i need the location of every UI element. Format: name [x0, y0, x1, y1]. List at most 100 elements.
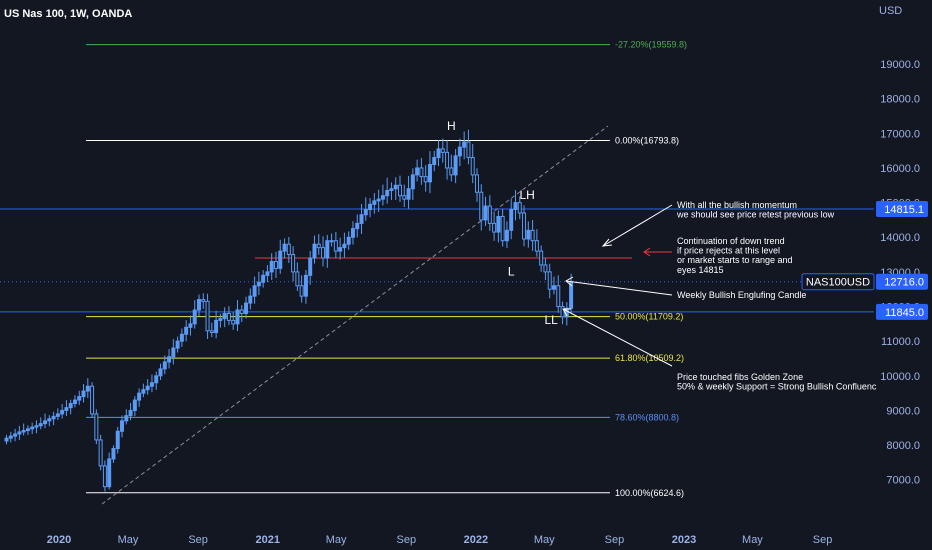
- candle-body: [124, 415, 129, 422]
- candle: [265, 265, 270, 283]
- candle-body: [312, 243, 317, 259]
- candle-body: [72, 399, 77, 405]
- annotation-line: or market starts to range and: [677, 255, 793, 265]
- candle: [51, 411, 56, 426]
- wave-label: LL: [544, 313, 558, 327]
- candle-body: [445, 151, 450, 169]
- candle: [17, 425, 22, 441]
- candle-body: [496, 215, 501, 233]
- wave-label: H: [447, 119, 456, 133]
- arrow-retest: [602, 204, 673, 247]
- candle-body: [398, 184, 403, 197]
- candle-body: [13, 433, 18, 437]
- candle-body: [342, 243, 347, 249]
- candle-body: [115, 430, 120, 450]
- candle: [291, 246, 296, 282]
- candle-body: [8, 435, 13, 439]
- candle: [569, 273, 574, 314]
- candle-body: [427, 163, 432, 183]
- candle-body: [551, 285, 556, 290]
- y-tick-label: 14000.0: [880, 232, 920, 244]
- candle: [171, 339, 176, 365]
- candle-body: [462, 141, 467, 148]
- candle-body: [68, 403, 73, 409]
- candle: [120, 415, 125, 438]
- candle-body: [4, 437, 9, 442]
- candle: [346, 231, 351, 250]
- y-tick-label: 18000.0: [880, 94, 920, 106]
- candle-body: [393, 184, 398, 190]
- fib-level-label: 61.80%(10509.2): [615, 353, 684, 363]
- chart-title: US Nas 100, 1W, OANDA: [4, 8, 132, 20]
- candle: [350, 221, 355, 245]
- annotation-line: we should see price retest previous low: [676, 210, 835, 220]
- candle: [162, 355, 167, 375]
- candle-body: [175, 340, 180, 349]
- horizontal-lines[interactable]: [0, 208, 874, 313]
- x-tick-label: May: [118, 534, 139, 546]
- candle: [440, 138, 445, 163]
- candle-body: [291, 254, 296, 273]
- candle: [432, 150, 437, 172]
- candle: [487, 195, 492, 231]
- candle: [205, 293, 210, 340]
- annotation-arrows[interactable]: [562, 204, 673, 367]
- candle: [475, 168, 479, 202]
- candle: [286, 237, 291, 263]
- wave-label: L: [508, 264, 515, 278]
- x-tick-label: May: [742, 534, 763, 546]
- candle: [235, 300, 240, 332]
- candle-body: [432, 157, 437, 165]
- candle: [256, 271, 261, 295]
- candle-body: [51, 415, 56, 420]
- price-axis[interactable]: 19000.018000.017000.016000.015000.014000…: [801, 59, 928, 487]
- candle-body: [449, 167, 454, 176]
- annotation-note[interactable]: Weekly Bullish Englufing Candle: [677, 290, 806, 300]
- candle-body: [534, 240, 539, 252]
- candle-body: [325, 240, 330, 259]
- symbol-tag-label: NAS100USD: [806, 277, 870, 289]
- candle-body: [492, 222, 497, 233]
- candle-body: [145, 385, 150, 391]
- fibonacci-retracement[interactable]: -27.20%(19559.8) 0.00%(16793.8) 50.00%(117…: [86, 40, 687, 498]
- candle-body: [504, 229, 509, 242]
- candle-body: [333, 240, 338, 252]
- candle: [526, 221, 531, 248]
- fib-level-label: 78.60%(8800.8): [615, 412, 679, 422]
- candle: [543, 258, 548, 280]
- candle: [398, 175, 403, 202]
- x-tick-label: Sep: [188, 534, 208, 546]
- symbol-tag: NAS100USD: [801, 273, 875, 291]
- candle: [128, 402, 133, 421]
- candle: [197, 294, 201, 317]
- y-tick-label: 9000.0: [886, 405, 920, 417]
- candle: [517, 196, 522, 220]
- candle: [231, 311, 236, 330]
- candle-body: [329, 240, 334, 243]
- candle: [457, 138, 462, 167]
- candle-body: [197, 299, 201, 311]
- price-line-tag: 14815.1: [876, 201, 928, 218]
- candle-body: [154, 375, 159, 384]
- candle-body: [423, 176, 428, 183]
- candle: [226, 306, 231, 326]
- candle: [321, 236, 326, 267]
- candle: [560, 301, 565, 325]
- candle-body: [235, 309, 240, 325]
- candle-body: [526, 229, 531, 240]
- candle: [94, 409, 99, 445]
- candle: [102, 460, 107, 492]
- candle: [547, 263, 552, 299]
- candle: [68, 399, 73, 415]
- fib-trend-line[interactable]: [101, 125, 609, 505]
- candle-body: [530, 229, 535, 242]
- candle: [308, 251, 313, 285]
- time-axis[interactable]: 2020 May Sep 2021 May Sep 2022 May Sep 2023 May Sep: [47, 534, 833, 546]
- x-tick-label: Sep: [396, 534, 416, 546]
